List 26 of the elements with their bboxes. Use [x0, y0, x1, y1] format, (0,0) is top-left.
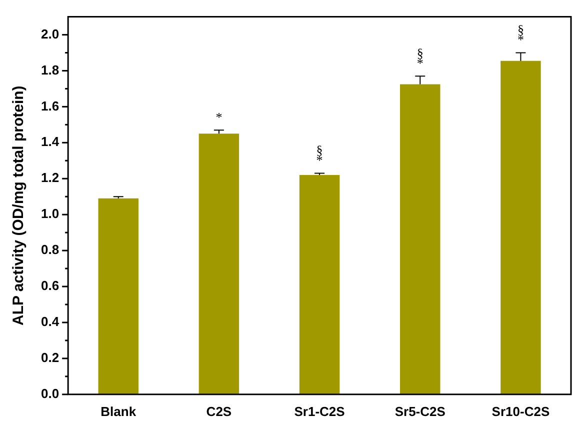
y-tick-label: 0.0 [40, 386, 60, 401]
bar [400, 84, 440, 394]
y-axis-title: ALP activity (OD/mg total protein) [10, 86, 28, 326]
y-tick-label: 1.0 [40, 206, 60, 222]
annotation: § [416, 46, 424, 61]
annotation: § [517, 22, 524, 38]
x-tick-label: C2S [206, 404, 232, 419]
y-tick-label: 1.2 [40, 170, 60, 186]
x-tick-label: Sr5-C2S [394, 404, 446, 419]
y-tick-label: 1.4 [40, 134, 60, 150]
bar [500, 60, 541, 394]
y-tick-label: 2.0 [40, 26, 60, 42]
y-tick-label: 0.6 [40, 278, 60, 294]
x-tick-label: Sr1-C2S [294, 404, 346, 419]
x-tick-label: Blank [100, 404, 137, 419]
annotation: § [316, 142, 323, 158]
y-tick-label: 1.8 [40, 62, 60, 78]
y-tick-label: 0.2 [40, 350, 60, 366]
y-tick-label: 1.6 [40, 98, 60, 114]
bar [98, 198, 138, 394]
bar [198, 134, 240, 394]
bar [299, 175, 340, 394]
y-tick-label: 0.8 [40, 242, 60, 258]
x-tick-label: Sr10-C2S [492, 404, 550, 419]
annotation: * [216, 110, 222, 124]
y-tick-label: 0.4 [40, 314, 60, 330]
